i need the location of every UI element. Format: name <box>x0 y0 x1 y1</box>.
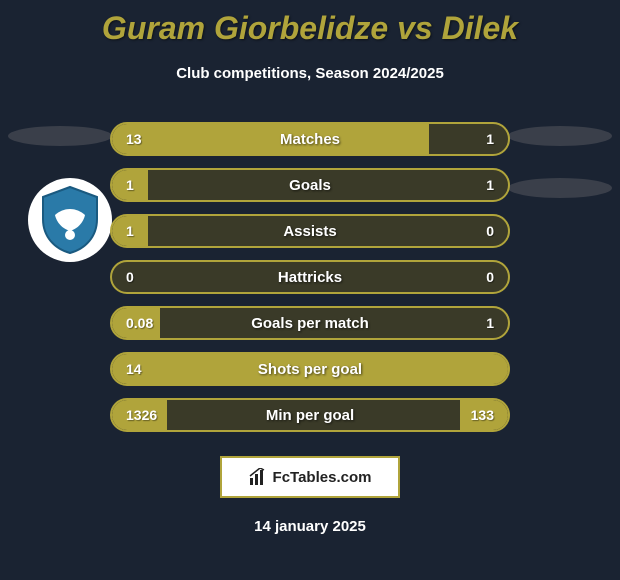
stat-value-left: 13 <box>126 131 142 147</box>
stat-fill-left <box>112 124 429 154</box>
footer-logo: FcTables.com <box>220 456 400 498</box>
stat-row: 0.08 Goals per match 1 <box>110 306 510 340</box>
stat-label: Goals <box>289 177 331 194</box>
stat-value-left: 14 <box>126 361 142 377</box>
stat-value-right: 1 <box>486 315 494 331</box>
stat-value-right: 1 <box>486 177 494 193</box>
page-title: Guram Giorbelidze vs Dilek <box>0 0 620 47</box>
stat-label: Shots per goal <box>258 361 362 378</box>
stat-label: Min per goal <box>266 407 354 424</box>
footer-logo-text: FcTables.com <box>273 469 372 486</box>
stat-label: Matches <box>280 131 340 148</box>
team-badge-left <box>28 178 112 262</box>
stat-value-left: 0.08 <box>126 315 153 331</box>
stat-row: 0 Hattricks 0 <box>110 260 510 294</box>
stat-value-left: 1 <box>126 223 134 239</box>
stat-value-right: 0 <box>486 223 494 239</box>
stat-value-right: 133 <box>471 407 494 423</box>
stat-label: Assists <box>283 223 336 240</box>
stat-value-right: 0 <box>486 269 494 285</box>
decoration-ellipse <box>508 178 612 198</box>
shield-icon <box>39 185 101 255</box>
stat-label: Hattricks <box>278 269 342 286</box>
stat-row: 1 Assists 0 <box>110 214 510 248</box>
stat-row: 13 Matches 1 <box>110 122 510 156</box>
stats-container: 13 Matches 1 1 Goals 1 1 Assists 0 0 Hattricks 0 0.0… <box>110 122 510 432</box>
stat-row: 1326 Min per goal 133 <box>110 398 510 432</box>
stat-value-right: 1 <box>486 131 494 147</box>
stat-value-left: 1326 <box>126 407 157 423</box>
stat-value-left: 1 <box>126 177 134 193</box>
decoration-ellipse <box>8 126 112 146</box>
subtitle: Club competitions, Season 2024/2025 <box>0 65 620 82</box>
chart-icon <box>249 468 269 486</box>
date-text: 14 january 2025 <box>0 518 620 535</box>
stat-row: 14 Shots per goal <box>110 352 510 386</box>
stat-label: Goals per match <box>251 315 369 332</box>
decoration-ellipse <box>508 126 612 146</box>
stat-row: 1 Goals 1 <box>110 168 510 202</box>
stat-value-left: 0 <box>126 269 134 285</box>
